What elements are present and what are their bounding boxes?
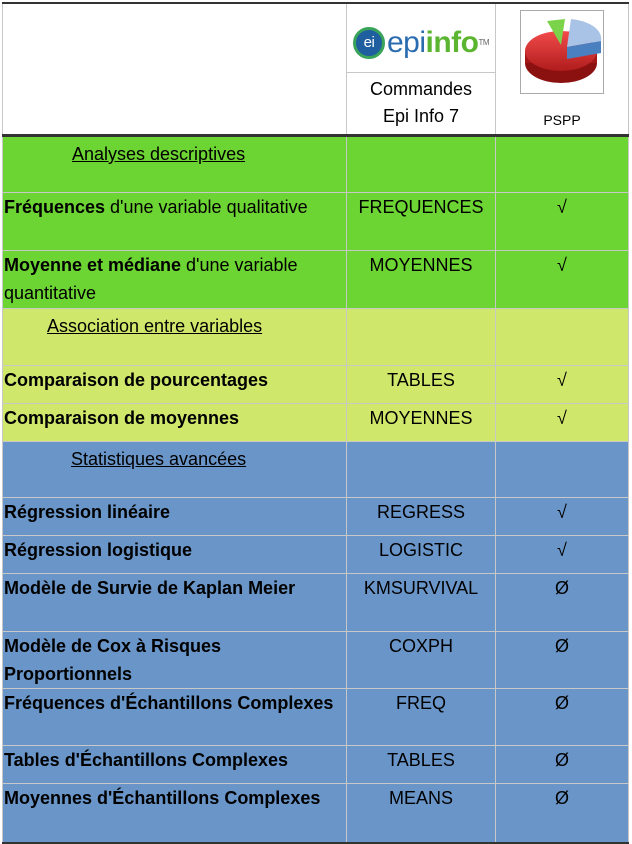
- table-row: Régression linéaire REGRESS √: [2, 497, 629, 536]
- analysis-description-cell: Fréquences d'Échantillons Complexes: [2, 688, 347, 746]
- table-row: Fréquences d'une variable qualitative FRE…: [2, 192, 629, 251]
- pspp-unavailable-icon: Ø: [495, 688, 629, 746]
- pspp-unavailable-icon: Ø: [495, 745, 629, 784]
- epiinfo-command-cell: KMSURVIVAL: [346, 573, 496, 632]
- epiinfo-command-cell: COXPH: [346, 631, 496, 689]
- table-row: Moyennes d'Échantillons Complexes MEANS Ø: [2, 783, 629, 844]
- pspp-unavailable-icon: Ø: [495, 631, 629, 689]
- section-empty-cell: [346, 441, 496, 498]
- epiinfo-command-cell: MOYENNES: [346, 250, 496, 309]
- analysis-name: Régression linéaire: [4, 502, 171, 522]
- analysis-name: Comparaison de pourcentages: [4, 370, 269, 390]
- header-row: ei epi info TM Commandes Epi Info 7: [2, 2, 629, 137]
- table-row: Modèle de Cox à Risques Proportionnels CO…: [2, 631, 629, 689]
- command-header-line1: Commandes: [369, 79, 473, 99]
- analysis-name: Comparaison de moyennes: [4, 408, 240, 428]
- section-empty-cell: [495, 135, 629, 193]
- command-column-header: Commandes Epi Info 7: [347, 72, 495, 130]
- analysis-description-cell: Moyenne et médiane d'une variable quanti…: [2, 250, 347, 309]
- analysis-description-cell: Régression linéaire: [2, 497, 347, 536]
- table-row: Fréquences d'Échantillons Complexes FREQ Ø: [2, 688, 629, 746]
- analysis-name: Fréquences d'Échantillons Complexes: [4, 693, 334, 713]
- analysis-name: Moyenne et médiane: [4, 255, 182, 275]
- logo-info-text: info: [425, 26, 479, 59]
- epiinfo-command-cell: TABLES: [346, 365, 496, 404]
- analysis-qualifier: d'une variable quantitative: [4, 255, 298, 303]
- analysis-name: Moyennes d'Échantillons Complexes: [4, 788, 321, 808]
- epiinfo-ei-icon: ei: [352, 27, 385, 59]
- epiinfo-command-cell: FREQ: [346, 688, 496, 746]
- analysis-name: Modèle de Survie de Kaplan Meier: [4, 578, 296, 598]
- epiinfo-command-cell: FREQUENCES: [346, 192, 496, 251]
- section-title-cell: Analyses descriptives: [2, 135, 347, 193]
- analysis-name: Tables d'Échantillons Complexes: [4, 750, 289, 770]
- command-header-line2: Epi Info 7: [382, 106, 460, 126]
- table-row: Tables d'Échantillons Complexes TABLES Ø: [2, 745, 629, 784]
- logo-tm: TM: [478, 38, 490, 47]
- pspp-unavailable-icon: Ø: [495, 573, 629, 632]
- table-row: Moyenne et médiane d'une variable quanti…: [2, 250, 629, 309]
- section-title-cell: Statistiques avancées: [2, 441, 347, 498]
- pspp-unavailable-icon: Ø: [495, 783, 629, 844]
- pspp-check-icon: √: [495, 403, 629, 442]
- epiinfo-command-cell: MEANS: [346, 783, 496, 844]
- table-row: Comparaison de pourcentages TABLES √: [2, 365, 629, 404]
- section-title: Statistiques avancées: [71, 449, 247, 469]
- logo-epi-text: epi: [386, 26, 426, 59]
- pspp-check-icon: √: [495, 250, 629, 309]
- analysis-description-cell: Régression logistique: [2, 535, 347, 574]
- epiinfo-command-cell: TABLES: [346, 745, 496, 784]
- analysis-description-cell: Fréquences d'une variable qualitative: [2, 192, 347, 251]
- section-title: Analyses descriptives: [72, 144, 246, 164]
- table-row: Modèle de Survie de Kaplan Meier KMSURVIV…: [2, 573, 629, 632]
- analysis-description-cell: Modèle de Survie de Kaplan Meier: [2, 573, 347, 632]
- section-empty-cell: [346, 135, 496, 193]
- pspp-check-icon: √: [495, 497, 629, 536]
- epiinfo-command-cell: REGRESS: [346, 497, 496, 536]
- analysis-name: Régression logistique: [4, 540, 193, 560]
- section-title-cell: Association entre variables: [2, 308, 347, 366]
- epiinfo-command-cell: MOYENNES: [346, 403, 496, 442]
- analysis-description-cell: Modèle de Cox à Risques Proportionnels: [2, 631, 347, 689]
- header-pspp-cell: PSPP: [495, 2, 629, 137]
- table-row: Régression logistique LOGISTIC √: [2, 535, 629, 574]
- header-empty-cell: [2, 2, 347, 137]
- section-header-row: Association entre variables: [2, 308, 629, 366]
- pspp-check-icon: √: [495, 535, 629, 574]
- analysis-description-cell: Comparaison de pourcentages: [2, 365, 347, 404]
- section-empty-cell: [346, 308, 496, 366]
- pspp-label: PSPP: [543, 112, 581, 128]
- analysis-qualifier: d'une variable qualitative: [105, 197, 308, 217]
- analysis-description-cell: Comparaison de moyennes: [2, 403, 347, 442]
- pie-chart-icon: [520, 10, 604, 94]
- header-epiinfo-cell: ei epi info TM Commandes Epi Info 7: [346, 2, 496, 137]
- section-empty-cell: [495, 441, 629, 498]
- analysis-description-cell: Moyennes d'Échantillons Complexes: [2, 783, 347, 844]
- section-title: Association entre variables: [47, 316, 263, 336]
- epiinfo-command-cell: LOGISTIC: [346, 535, 496, 574]
- epiinfo-logo: ei epi info TM: [347, 14, 495, 72]
- analysis-description-cell: Tables d'Échantillons Complexes: [2, 745, 347, 784]
- pspp-check-icon: √: [495, 365, 629, 404]
- section-header-row: Analyses descriptives: [2, 135, 629, 193]
- pspp-check-icon: √: [495, 192, 629, 251]
- section-header-row: Statistiques avancées: [2, 441, 629, 498]
- analysis-name: Modèle de Cox à Risques Proportionnels: [4, 636, 222, 684]
- table-row: Comparaison de moyennes MOYENNES √: [2, 403, 629, 442]
- section-empty-cell: [495, 308, 629, 366]
- analysis-name: Fréquences: [4, 197, 106, 217]
